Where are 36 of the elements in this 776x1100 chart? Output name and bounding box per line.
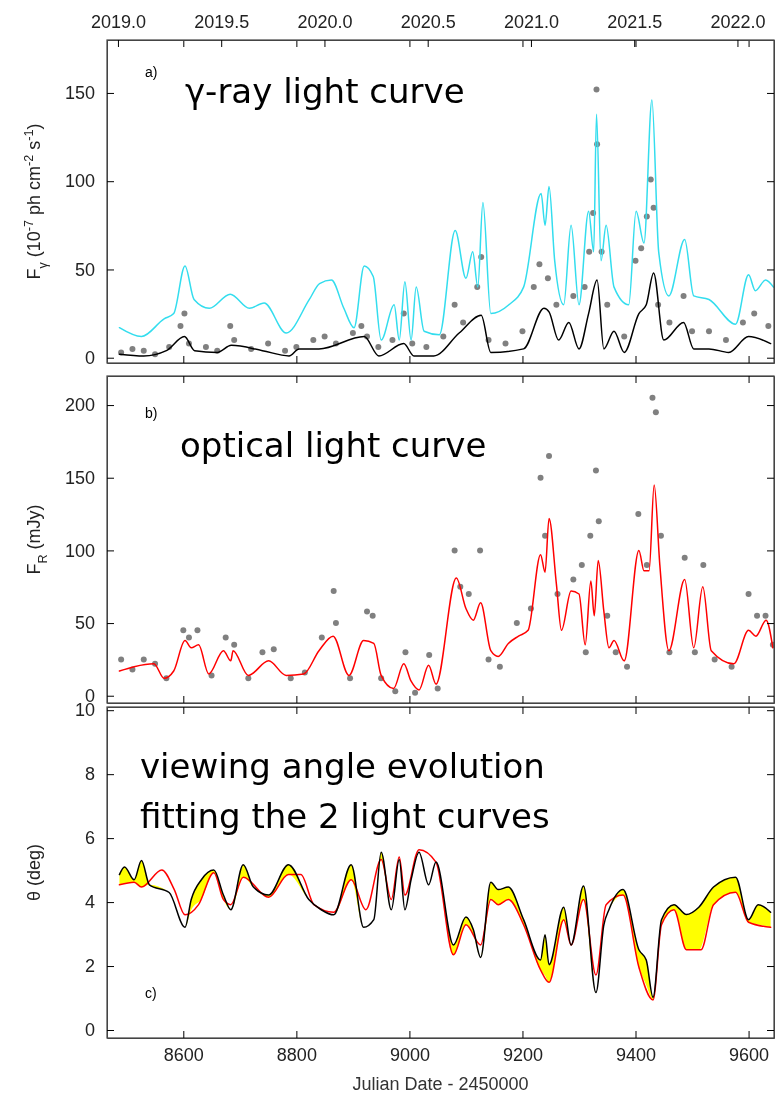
- x2-tick-label: 2022.0: [710, 12, 766, 32]
- y-tick-label: 0: [84, 1020, 95, 1041]
- annotation: γ-ray light curve: [185, 71, 465, 111]
- y-tick-label: 100: [64, 540, 95, 561]
- line-series: [118, 272, 772, 357]
- y-tick-label: 150: [64, 467, 95, 488]
- annotation: viewing angle evolution: [140, 746, 545, 786]
- x-tick-label: 9600: [729, 1044, 770, 1065]
- x-tick-label: 9200: [502, 1044, 543, 1065]
- y-tick-label: 2: [84, 956, 95, 977]
- x-tick-label: 9400: [615, 1044, 657, 1065]
- y-axis-title: θ (deg): [24, 843, 44, 902]
- x2-tick-label: 2020.5: [400, 12, 456, 32]
- annotation: c): [145, 985, 157, 1001]
- x2-tick-label: 2021.0: [503, 12, 559, 32]
- x-tick-label: 8600: [163, 1044, 204, 1065]
- annotation: fitting the 2 light curves: [140, 796, 550, 836]
- y-tick-label: 50: [74, 613, 95, 634]
- x2-tick-label: 2019.5: [194, 12, 250, 32]
- y-tick-label: 50: [74, 259, 95, 280]
- annotation: optical light curve: [180, 425, 487, 465]
- x-tick-label: 8800: [276, 1044, 317, 1065]
- annotation: a): [145, 64, 158, 80]
- y-tick-label: 4: [84, 892, 95, 913]
- y-tick-label: 200: [64, 395, 95, 416]
- x-axis-title: Julian Date - 2450000: [352, 1074, 529, 1094]
- x2-tick-label: 2019.0: [90, 12, 146, 32]
- x-tick-label: 9000: [389, 1044, 430, 1065]
- y-tick-label: 100: [64, 171, 95, 192]
- y-tick-label: 150: [64, 83, 95, 104]
- x2-tick-label: 2020.0: [297, 12, 353, 32]
- y-tick-label: 0: [84, 347, 95, 368]
- y-tick-label: 6: [84, 828, 95, 849]
- y-tick-label: 8: [84, 764, 95, 785]
- annotation: b): [145, 405, 158, 421]
- x2-tick-label: 2021.5: [607, 12, 663, 32]
